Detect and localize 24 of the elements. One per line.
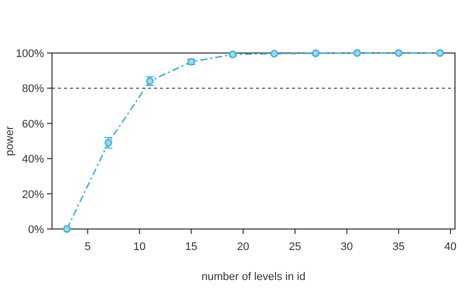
point — [104, 138, 112, 147]
point — [228, 50, 237, 58]
x-tick-label: 10 — [133, 241, 146, 253]
x-tick-label: 5 — [84, 241, 91, 253]
x-tick-label: 20 — [237, 241, 250, 253]
x-tick-label: 35 — [392, 241, 405, 253]
point — [270, 50, 278, 58]
y-tick-label: 20% — [22, 188, 44, 201]
point — [312, 50, 320, 58]
x-tick-label: 40 — [444, 241, 457, 253]
y-tick-label: 100% — [16, 48, 44, 60]
x-tick-label: 25 — [288, 241, 302, 253]
point — [436, 49, 444, 57]
y-tick-label: 80% — [22, 83, 44, 96]
point — [63, 225, 71, 233]
x-tick-label: 30 — [340, 241, 353, 253]
x-tick-label: 15 — [185, 241, 198, 253]
y-tick-label: 0% — [28, 224, 44, 236]
point — [353, 49, 361, 57]
y-tick-label: 40% — [22, 154, 44, 166]
y-tick-label: 60% — [22, 118, 44, 130]
y-axis-title: power — [4, 126, 16, 156]
x-axis-title: number of levels in id — [202, 271, 306, 283]
point — [394, 49, 402, 57]
